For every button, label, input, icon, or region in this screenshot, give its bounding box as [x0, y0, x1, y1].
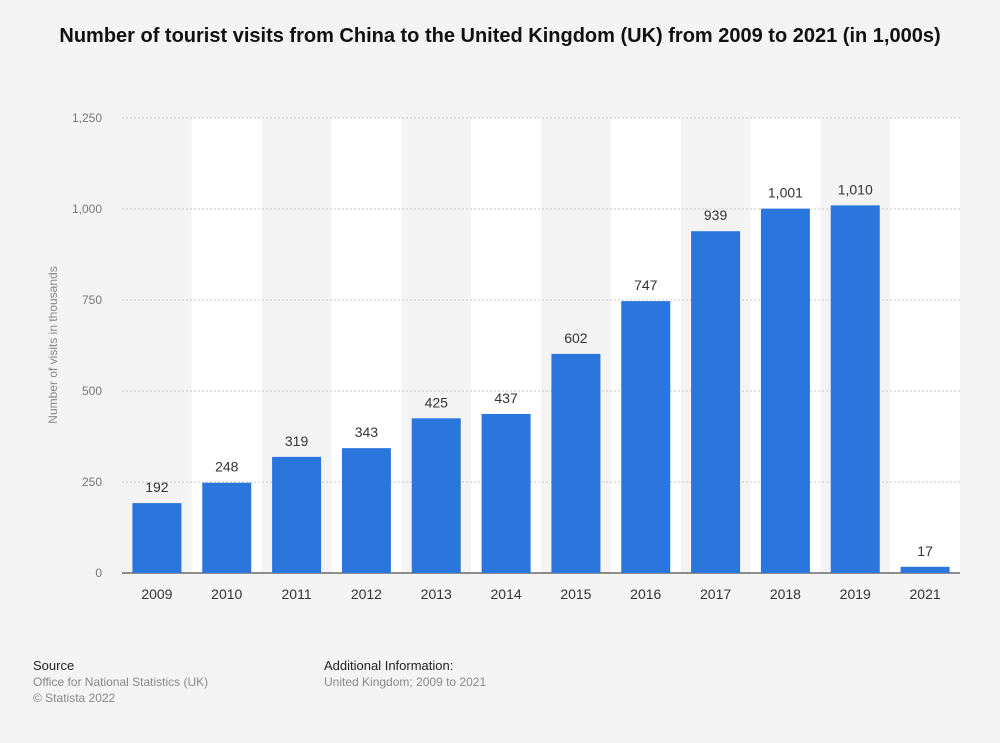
x-tick-label: 2016 [630, 586, 661, 602]
data-label: 192 [145, 479, 169, 495]
x-tick-label: 2019 [840, 586, 871, 602]
x-tick-label: 2017 [700, 586, 731, 602]
x-tick-label: 2013 [421, 586, 452, 602]
data-label: 1,001 [768, 185, 803, 201]
source-heading: Source [33, 658, 75, 673]
bar[interactable] [341, 448, 391, 573]
source-block: Source Office for National Statistics (U… [33, 658, 208, 706]
bar[interactable] [621, 301, 671, 573]
data-label: 425 [425, 394, 449, 410]
y-tick-label: 250 [82, 475, 102, 489]
x-tick-label: 2018 [770, 586, 801, 602]
bar[interactable] [202, 482, 252, 573]
y-tick-label: 1,000 [72, 202, 102, 216]
data-label: 939 [704, 207, 728, 223]
y-tick-label: 500 [82, 384, 102, 398]
additional-info-block: Additional Information: United Kingdom; … [324, 658, 486, 690]
additional-info-heading: Additional Information: [324, 658, 454, 673]
data-label: 602 [564, 330, 588, 346]
data-label: 1,010 [838, 181, 873, 197]
data-label: 437 [494, 390, 518, 406]
y-tick-label: 0 [95, 566, 102, 580]
x-tick-label: 2012 [351, 586, 382, 602]
copyright[interactable]: © Statista 2022 [33, 691, 116, 705]
data-label: 343 [355, 424, 379, 440]
x-tick-label: 2011 [282, 586, 312, 602]
y-axis-label: Number of visits in thousands [46, 266, 60, 423]
x-tick-label: 2009 [141, 586, 172, 602]
x-tick-label: 2014 [491, 586, 522, 602]
data-label: 747 [634, 277, 658, 293]
chart-title: Number of tourist visits from China to t… [59, 25, 941, 47]
x-tick-label: 2021 [910, 586, 941, 602]
bar[interactable] [272, 456, 322, 573]
bar[interactable] [132, 503, 182, 573]
data-label: 17 [917, 543, 933, 559]
column-band [890, 118, 960, 573]
y-tick-label: 750 [82, 293, 102, 307]
bar[interactable] [760, 208, 810, 574]
additional-info-text: United Kingdom; 2009 to 2021 [324, 675, 487, 689]
x-tick-label: 2015 [560, 586, 591, 602]
source-link[interactable]: Office for National Statistics (UK) [33, 675, 209, 689]
bar[interactable] [900, 566, 950, 573]
bar[interactable] [830, 205, 880, 574]
bar[interactable] [481, 413, 531, 573]
y-tick-label: 1,250 [72, 111, 102, 125]
data-label: 248 [215, 459, 239, 475]
bar[interactable] [411, 418, 461, 573]
data-label: 319 [285, 433, 309, 449]
bar[interactable] [691, 231, 741, 574]
x-tick-label: 2010 [211, 586, 242, 602]
bar[interactable] [551, 353, 601, 573]
